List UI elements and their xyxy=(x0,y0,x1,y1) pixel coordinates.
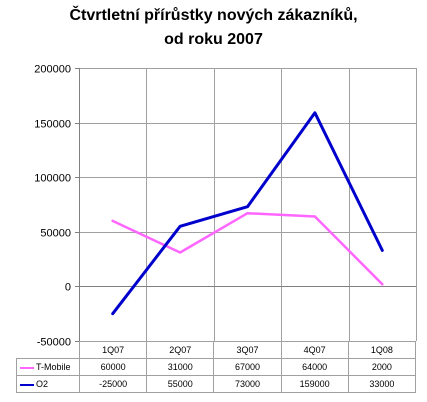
data-point xyxy=(246,212,249,215)
data-cell: 33000 xyxy=(347,375,417,393)
y-tick-label: 200000 xyxy=(34,64,71,76)
legend-swatch-o2 xyxy=(20,383,34,386)
data-cell: -25000 xyxy=(78,375,148,393)
data-cell: 73000 xyxy=(213,375,282,393)
category-label: 1Q07 xyxy=(78,341,148,359)
data-point xyxy=(178,251,182,254)
data-point xyxy=(246,205,249,208)
series-lines xyxy=(111,111,384,316)
legend-swatch-tmobile xyxy=(20,366,34,369)
y-tick-label: 100000 xyxy=(34,173,71,185)
data-table-row-o2: O2 -25000 55000 73000 159000 33000 xyxy=(16,375,417,393)
series-name: O2 xyxy=(36,379,49,389)
data-point xyxy=(313,111,317,114)
y-tick-label: 150000 xyxy=(34,119,71,131)
data-point xyxy=(111,219,114,223)
legend-entry-o2: O2 xyxy=(16,375,80,393)
y-tick-label: 0 xyxy=(65,282,71,294)
category-label: 1Q08 xyxy=(347,341,417,359)
data-cell: 60000 xyxy=(78,358,148,376)
data-table-header-row: 1Q07 2Q07 3Q07 4Q07 1Q08 xyxy=(16,341,417,359)
chart-title-line2: od roku 2007 xyxy=(164,31,263,48)
data-cell: 67000 xyxy=(213,358,282,376)
data-point xyxy=(111,312,114,315)
chart-title: Čtvrtletní přírůstky nových zákazníků, o… xyxy=(0,4,427,52)
data-cell: 159000 xyxy=(280,375,349,393)
data-table: 1Q07 2Q07 3Q07 4Q07 1Q08 T-Mobile 60000 … xyxy=(16,341,417,393)
data-point xyxy=(381,249,384,252)
data-cell: 31000 xyxy=(146,358,215,376)
y-tick-label: 50000 xyxy=(40,228,71,240)
data-point xyxy=(178,225,182,228)
data-point xyxy=(313,215,317,218)
category-label: 2Q07 xyxy=(146,341,215,359)
data-cell: 2000 xyxy=(347,358,417,376)
data-table-row-tmobile: T-Mobile 60000 31000 67000 64000 2000 xyxy=(16,358,417,376)
series-line-t-mobile xyxy=(111,211,384,286)
data-cell: 64000 xyxy=(280,358,349,376)
axes xyxy=(75,68,417,342)
data-cell: 55000 xyxy=(146,375,215,393)
category-label: 3Q07 xyxy=(213,341,282,359)
legend-entry-tmobile: T-Mobile xyxy=(16,358,80,376)
chart-title-line1: Čtvrtletní přírůstky nových zákazníků, xyxy=(69,7,358,24)
data-table-corner xyxy=(16,341,80,359)
series-name: T-Mobile xyxy=(36,362,71,372)
category-label: 4Q07 xyxy=(280,341,349,359)
data-point xyxy=(381,283,384,286)
